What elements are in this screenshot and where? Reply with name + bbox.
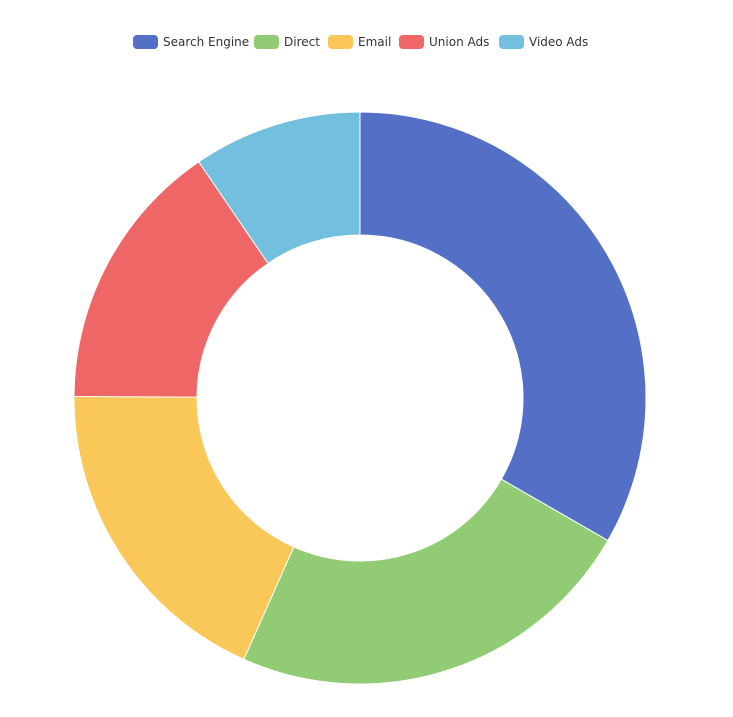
legend-item-email[interactable]: Email xyxy=(328,32,391,52)
legend-label-video-ads: Video Ads xyxy=(529,35,589,49)
legend-swatch-search-engine xyxy=(133,35,158,49)
legend-swatch-union-ads xyxy=(399,35,424,49)
legend-label-search-engine: Search Engine xyxy=(163,35,250,49)
legend-swatch-video-ads xyxy=(499,35,524,49)
legend-swatch-direct xyxy=(254,35,279,49)
legend-swatch-email xyxy=(328,35,353,49)
chart-legend: Search Engine Direct Email Union Ads Vid… xyxy=(0,32,733,52)
legend-label-union-ads: Union Ads xyxy=(429,35,490,49)
slice-search-engine[interactable] xyxy=(359,111,647,542)
slice-video-ads[interactable] xyxy=(198,111,361,265)
legend-label-email: Email xyxy=(358,35,392,49)
legend-item-video-ads[interactable]: Video Ads xyxy=(499,32,588,52)
slice-direct[interactable] xyxy=(243,478,609,685)
legend-item-direct[interactable]: Direct xyxy=(254,32,320,52)
slice-email[interactable] xyxy=(73,395,295,661)
legend-item-union-ads[interactable]: Union Ads xyxy=(399,32,489,52)
legend-item-search-engine[interactable]: Search Engine xyxy=(133,32,249,52)
legend-label-direct: Direct xyxy=(284,35,320,49)
slice-union-ads[interactable] xyxy=(73,161,269,398)
